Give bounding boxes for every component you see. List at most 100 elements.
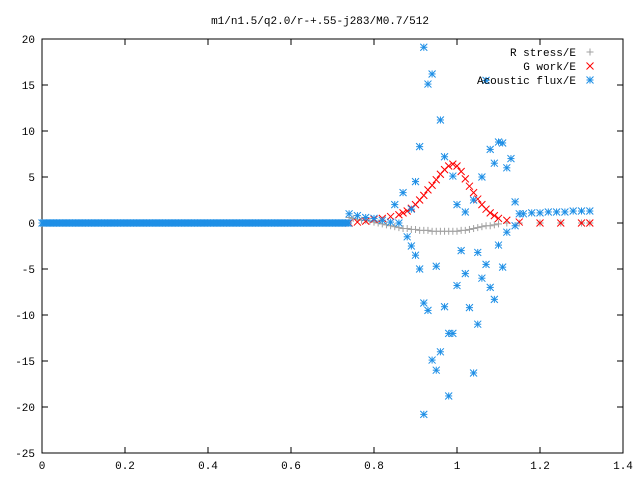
data-point (453, 162, 461, 170)
data-point (470, 225, 478, 233)
data-point (399, 188, 407, 197)
data-point (353, 218, 362, 226)
data-point (502, 163, 511, 172)
data-point (419, 43, 428, 52)
data-point (495, 220, 502, 228)
legend-marker (586, 48, 594, 56)
data-point (519, 209, 528, 218)
data-point (585, 207, 594, 215)
x-tick-label: 0 (39, 461, 46, 473)
data-point (556, 219, 565, 227)
data-point (561, 208, 569, 216)
data-point (461, 269, 470, 278)
data-point (415, 265, 424, 273)
data-point (424, 306, 432, 315)
data-point (461, 174, 470, 183)
legend-marker (586, 62, 594, 70)
legend-marker (586, 76, 594, 84)
data-point (444, 329, 453, 338)
data-point (469, 196, 478, 204)
x-tick-label: 1.4 (613, 461, 633, 473)
data-point (432, 366, 441, 375)
data-point (428, 181, 436, 190)
data-point (411, 177, 420, 186)
y-tick-label: 20 (22, 35, 35, 47)
data-point (453, 281, 461, 290)
data-point (419, 299, 428, 307)
data-point (536, 209, 544, 217)
data-point (386, 218, 395, 226)
data-point (444, 392, 453, 400)
data-point (440, 152, 449, 161)
y-tick-label: -15 (15, 357, 35, 369)
data-point (482, 76, 490, 85)
data-point (440, 302, 449, 311)
legend-label: Acoustic flux/E (477, 76, 576, 88)
data-point (412, 225, 419, 233)
data-point (382, 221, 390, 229)
data-point (490, 295, 499, 304)
data-point (345, 209, 353, 218)
y-tick-label: 10 (22, 127, 35, 139)
data-point (577, 207, 586, 215)
data-point (552, 208, 561, 216)
data-point (478, 223, 486, 231)
data-point (407, 205, 416, 214)
y-tick-label: -10 (15, 311, 35, 323)
data-point (494, 241, 503, 249)
data-point (391, 223, 399, 231)
data-point (486, 145, 495, 154)
data-point (399, 209, 407, 217)
data-point (490, 211, 499, 220)
data-point (511, 197, 519, 206)
data-point (428, 70, 436, 78)
data-point (344, 219, 353, 227)
data-point (370, 214, 378, 223)
legend: R stress/E G work/E Acoustic flux/E (477, 48, 594, 88)
data-point (465, 182, 474, 191)
data-point (486, 222, 494, 230)
data-point (457, 167, 466, 176)
data-point (469, 369, 478, 377)
data-point (403, 232, 412, 241)
x-tick-label: 0.6 (281, 461, 301, 473)
data-point (444, 162, 453, 170)
data-point (498, 263, 507, 272)
data-point (432, 262, 441, 271)
data-point (544, 208, 553, 216)
data-point (415, 142, 424, 151)
y-tick-label: 0 (28, 219, 35, 231)
data-point (453, 227, 461, 235)
data-point (361, 217, 370, 226)
data-point (527, 209, 536, 217)
data-point (448, 160, 457, 168)
data-point (349, 214, 357, 222)
data-point (407, 242, 416, 250)
axis-ticks: 0 0.2 0.4 0.6 0.8 1 1.2 1.4 20 15 10 5 0 -5 -10 -15 -20 -… (15, 35, 633, 473)
y-tick-label: -20 (15, 403, 35, 415)
data-point (569, 207, 578, 215)
data-point (486, 283, 495, 292)
data-point (490, 159, 499, 168)
data-point (461, 208, 470, 216)
data-point (465, 225, 473, 233)
data-point (432, 175, 441, 184)
data-point (515, 219, 523, 227)
data-point (419, 410, 428, 419)
data-point (478, 274, 486, 283)
legend-label: G work/E (523, 62, 576, 74)
data-point (448, 172, 457, 180)
data-point (457, 246, 466, 255)
data-point (419, 191, 428, 200)
data-point (390, 200, 399, 209)
data-point (374, 219, 382, 227)
data-point (486, 209, 495, 217)
data-point (424, 80, 432, 88)
x-tick-label: 1 (454, 461, 461, 473)
x-tick-label: 1.2 (530, 461, 550, 473)
data-point (536, 219, 544, 227)
legend-label: R stress/E (510, 48, 576, 60)
plot-frame (41, 38, 624, 454)
data-point (473, 320, 482, 329)
